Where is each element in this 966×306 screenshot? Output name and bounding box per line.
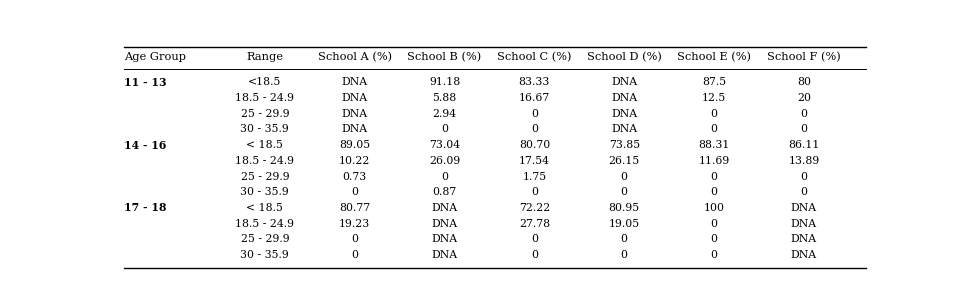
- Text: 18.5 - 24.9: 18.5 - 24.9: [236, 93, 295, 103]
- Text: 0: 0: [621, 172, 628, 181]
- Text: School B (%): School B (%): [408, 52, 482, 63]
- Text: 72.22: 72.22: [519, 203, 550, 213]
- Text: 19.05: 19.05: [609, 219, 639, 229]
- Text: Range: Range: [246, 52, 283, 62]
- Text: 88.31: 88.31: [698, 140, 729, 150]
- Text: 26.09: 26.09: [429, 156, 460, 166]
- Text: 0: 0: [531, 187, 538, 197]
- Text: 0: 0: [531, 250, 538, 260]
- Text: 0: 0: [441, 125, 448, 134]
- Text: DNA: DNA: [791, 250, 817, 260]
- Text: 25 - 29.9: 25 - 29.9: [241, 172, 289, 181]
- Text: 0: 0: [711, 219, 718, 229]
- Text: 80.77: 80.77: [339, 203, 370, 213]
- Text: 18.5 - 24.9: 18.5 - 24.9: [236, 219, 295, 229]
- Text: 83.33: 83.33: [519, 77, 550, 87]
- Text: DNA: DNA: [611, 109, 638, 119]
- Text: 1.75: 1.75: [523, 172, 547, 181]
- Text: 30 - 35.9: 30 - 35.9: [241, 250, 289, 260]
- Text: 2.94: 2.94: [433, 109, 457, 119]
- Text: 0: 0: [352, 234, 358, 244]
- Text: 0: 0: [621, 234, 628, 244]
- Text: DNA: DNA: [342, 77, 368, 87]
- Text: 0: 0: [711, 250, 718, 260]
- Text: 80.95: 80.95: [609, 203, 639, 213]
- Text: 80: 80: [797, 77, 810, 87]
- Text: 73.04: 73.04: [429, 140, 460, 150]
- Text: 25 - 29.9: 25 - 29.9: [241, 109, 289, 119]
- Text: 13.89: 13.89: [788, 156, 819, 166]
- Text: 0: 0: [621, 250, 628, 260]
- Text: 14 - 16: 14 - 16: [125, 140, 167, 151]
- Text: 0: 0: [711, 125, 718, 134]
- Text: 19.23: 19.23: [339, 219, 370, 229]
- Text: 10.22: 10.22: [339, 156, 370, 166]
- Text: DNA: DNA: [432, 203, 458, 213]
- Text: 89.05: 89.05: [339, 140, 370, 150]
- Text: 0: 0: [531, 234, 538, 244]
- Text: 0: 0: [531, 125, 538, 134]
- Text: 0: 0: [801, 125, 808, 134]
- Text: 0: 0: [801, 172, 808, 181]
- Text: 86.11: 86.11: [788, 140, 819, 150]
- Text: Age Group: Age Group: [125, 52, 186, 62]
- Text: School E (%): School E (%): [677, 52, 751, 63]
- Text: 25 - 29.9: 25 - 29.9: [241, 234, 289, 244]
- Text: School C (%): School C (%): [497, 52, 572, 63]
- Text: 87.5: 87.5: [702, 77, 726, 87]
- Text: 0: 0: [711, 187, 718, 197]
- Text: 0: 0: [621, 187, 628, 197]
- Text: 80.70: 80.70: [519, 140, 550, 150]
- Text: DNA: DNA: [432, 219, 458, 229]
- Text: DNA: DNA: [791, 203, 817, 213]
- Text: 0: 0: [531, 109, 538, 119]
- Text: 0: 0: [352, 187, 358, 197]
- Text: 0: 0: [711, 109, 718, 119]
- Text: DNA: DNA: [342, 109, 368, 119]
- Text: 27.78: 27.78: [519, 219, 550, 229]
- Text: 0: 0: [352, 250, 358, 260]
- Text: School D (%): School D (%): [586, 52, 662, 63]
- Text: 0: 0: [711, 172, 718, 181]
- Text: DNA: DNA: [342, 125, 368, 134]
- Text: 0: 0: [441, 172, 448, 181]
- Text: 73.85: 73.85: [609, 140, 639, 150]
- Text: 100: 100: [703, 203, 724, 213]
- Text: 91.18: 91.18: [429, 77, 460, 87]
- Text: DNA: DNA: [611, 77, 638, 87]
- Text: School F (%): School F (%): [767, 52, 840, 63]
- Text: 0: 0: [801, 109, 808, 119]
- Text: 11 - 13: 11 - 13: [125, 77, 167, 88]
- Text: 26.15: 26.15: [609, 156, 639, 166]
- Text: 30 - 35.9: 30 - 35.9: [241, 187, 289, 197]
- Text: 11.69: 11.69: [698, 156, 729, 166]
- Text: DNA: DNA: [611, 93, 638, 103]
- Text: School A (%): School A (%): [318, 52, 392, 63]
- Text: < 18.5: < 18.5: [246, 203, 283, 213]
- Text: 0.87: 0.87: [433, 187, 457, 197]
- Text: DNA: DNA: [432, 250, 458, 260]
- Text: DNA: DNA: [342, 93, 368, 103]
- Text: DNA: DNA: [791, 219, 817, 229]
- Text: 5.88: 5.88: [433, 93, 457, 103]
- Text: 17 - 18: 17 - 18: [125, 203, 167, 214]
- Text: DNA: DNA: [432, 234, 458, 244]
- Text: 30 - 35.9: 30 - 35.9: [241, 125, 289, 134]
- Text: 17.54: 17.54: [519, 156, 550, 166]
- Text: 0.73: 0.73: [343, 172, 367, 181]
- Text: < 18.5: < 18.5: [246, 140, 283, 150]
- Text: 0: 0: [801, 187, 808, 197]
- Text: 16.67: 16.67: [519, 93, 550, 103]
- Text: DNA: DNA: [611, 125, 638, 134]
- Text: 12.5: 12.5: [702, 93, 726, 103]
- Text: 18.5 - 24.9: 18.5 - 24.9: [236, 156, 295, 166]
- Text: 0: 0: [711, 234, 718, 244]
- Text: <18.5: <18.5: [248, 77, 281, 87]
- Text: DNA: DNA: [791, 234, 817, 244]
- Text: 20: 20: [797, 93, 810, 103]
